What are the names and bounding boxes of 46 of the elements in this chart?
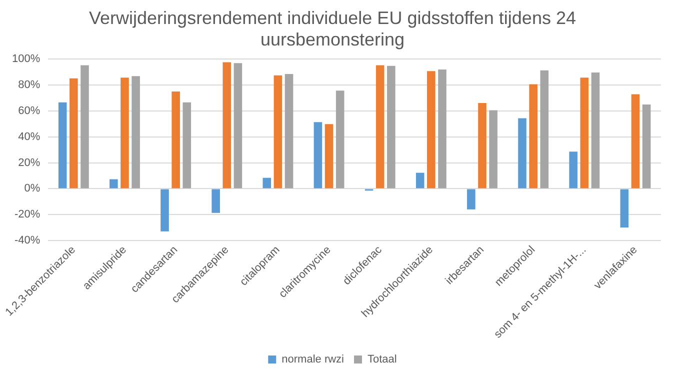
y-tick-label: -20% [14,208,40,221]
bar [212,189,220,213]
bar [569,152,578,188]
bar [172,91,180,188]
bar [540,70,549,188]
chart-title: Verwijderingsrendement individuele EU gidsstoffen tijdens 24 uursbemonstering [89,8,576,50]
bar [262,178,272,188]
bar [416,172,424,188]
bar [631,94,640,188]
bar [182,102,192,188]
y-tick-label: 60% [18,105,40,118]
bar [324,124,334,188]
bar [518,118,526,188]
bar [120,78,129,188]
bar [336,90,344,188]
legend-label: normale rwzi [282,354,344,366]
bar [58,102,67,188]
bar [467,189,476,210]
bar [478,102,486,188]
bar [580,78,589,188]
bar [314,122,322,188]
bar [387,66,396,188]
bar [274,75,282,188]
bar [110,179,118,188]
bar [160,189,169,232]
bar [132,76,140,188]
bar [438,70,446,188]
bar [529,84,538,188]
y-tick-label: 0% [24,182,40,195]
bar [284,74,294,188]
bar [80,65,89,188]
y-tick-label: 100% [12,53,40,66]
bar [489,110,498,188]
legend-label: Totaal [367,354,397,366]
bar [234,63,242,188]
y-tick-label: 40% [18,130,40,143]
y-tick-label: 80% [18,79,40,92]
y-tick-label: -40% [14,234,40,247]
y-tick-label: 20% [18,156,40,169]
bar [620,189,629,228]
bar [591,72,600,188]
bar [642,104,651,188]
bar [427,71,436,188]
bar [376,65,384,188]
bar [70,78,78,188]
bar [222,62,232,188]
